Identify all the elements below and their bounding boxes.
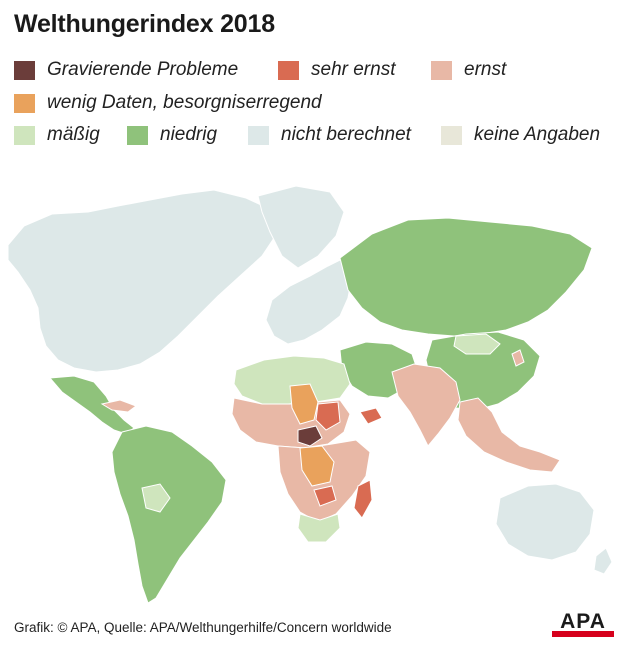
- legend-swatch-sehr-ernst: [278, 60, 299, 80]
- region-madagascar: [353, 479, 373, 519]
- region-southeast-asia: [457, 397, 561, 473]
- region-yemen: [359, 407, 383, 425]
- legend-label-nicht-berechnet: nicht berechnet: [281, 124, 411, 145]
- region-new-zealand: [593, 547, 613, 575]
- region-russia: [339, 217, 593, 337]
- region-southern-africa: [297, 513, 341, 543]
- legend-item-niedrig: niedrig: [127, 123, 217, 147]
- apa-logo-text: APA: [560, 610, 606, 633]
- legend-swatch-niedrig: [127, 125, 148, 145]
- legend-label-keine-angaben: keine Angaben: [474, 124, 601, 145]
- region-south-america: [111, 425, 227, 604]
- legend-item-maessig: mäßig: [14, 123, 100, 147]
- region-chad: [289, 383, 319, 425]
- region-north-africa: [233, 355, 351, 405]
- apa-logo: APA: [552, 611, 614, 637]
- legend-swatch-nicht-berechnet: [248, 125, 269, 145]
- legend-item-sehr-ernst: sehr ernst: [278, 58, 395, 82]
- legend-label-niedrig: niedrig: [160, 124, 218, 145]
- legend-swatch-keine-angaben: [441, 125, 462, 145]
- region-sudan: [315, 401, 341, 431]
- region-central-african-republic: [297, 425, 323, 447]
- legend-item-wenig-daten: wenig Daten, besorgniserregend: [14, 91, 322, 115]
- region-north-america: [7, 189, 279, 373]
- region-bolivia: [141, 483, 171, 513]
- legend-item-keine-angaben: keine Angaben: [441, 123, 600, 147]
- legend-label-maessig: mäßig: [47, 124, 100, 145]
- legend-swatch-gravierende-probleme: [14, 60, 35, 80]
- legend-swatch-wenig-daten: [14, 93, 35, 113]
- region-south-asia: [391, 363, 461, 447]
- legend: Gravierende Probleme sehr ernst ernst we…: [14, 58, 614, 158]
- legend-swatch-maessig: [14, 125, 35, 145]
- region-greenland: [257, 185, 345, 269]
- source-credit: Grafik: © APA, Quelle: APA/Welthungerhil…: [14, 620, 392, 635]
- legend-label-wenig-daten: wenig Daten, besorgniserregend: [47, 92, 322, 113]
- region-zambia: [313, 485, 337, 507]
- region-caribbean: [100, 399, 138, 413]
- legend-label-ernst: ernst: [464, 59, 507, 80]
- apa-logo-bar: [552, 631, 614, 637]
- legend-item-ernst: ernst: [431, 58, 506, 82]
- world-map: [7, 185, 613, 604]
- legend-label-gravierende-probleme: Gravierende Probleme: [47, 59, 239, 80]
- chart-title: Welthungerindex 2018: [14, 10, 275, 38]
- legend-swatch-ernst: [431, 60, 452, 80]
- region-dr-congo: [299, 445, 335, 487]
- legend-item-nicht-berechnet: nicht berechnet: [248, 123, 411, 147]
- legend-item-gravierende-probleme: Gravierende Probleme: [14, 58, 238, 82]
- region-europe: [265, 257, 353, 345]
- region-mongolia: [453, 333, 501, 355]
- legend-label-sehr-ernst: sehr ernst: [311, 59, 396, 80]
- region-north-korea: [511, 349, 525, 367]
- region-australia: [495, 483, 595, 561]
